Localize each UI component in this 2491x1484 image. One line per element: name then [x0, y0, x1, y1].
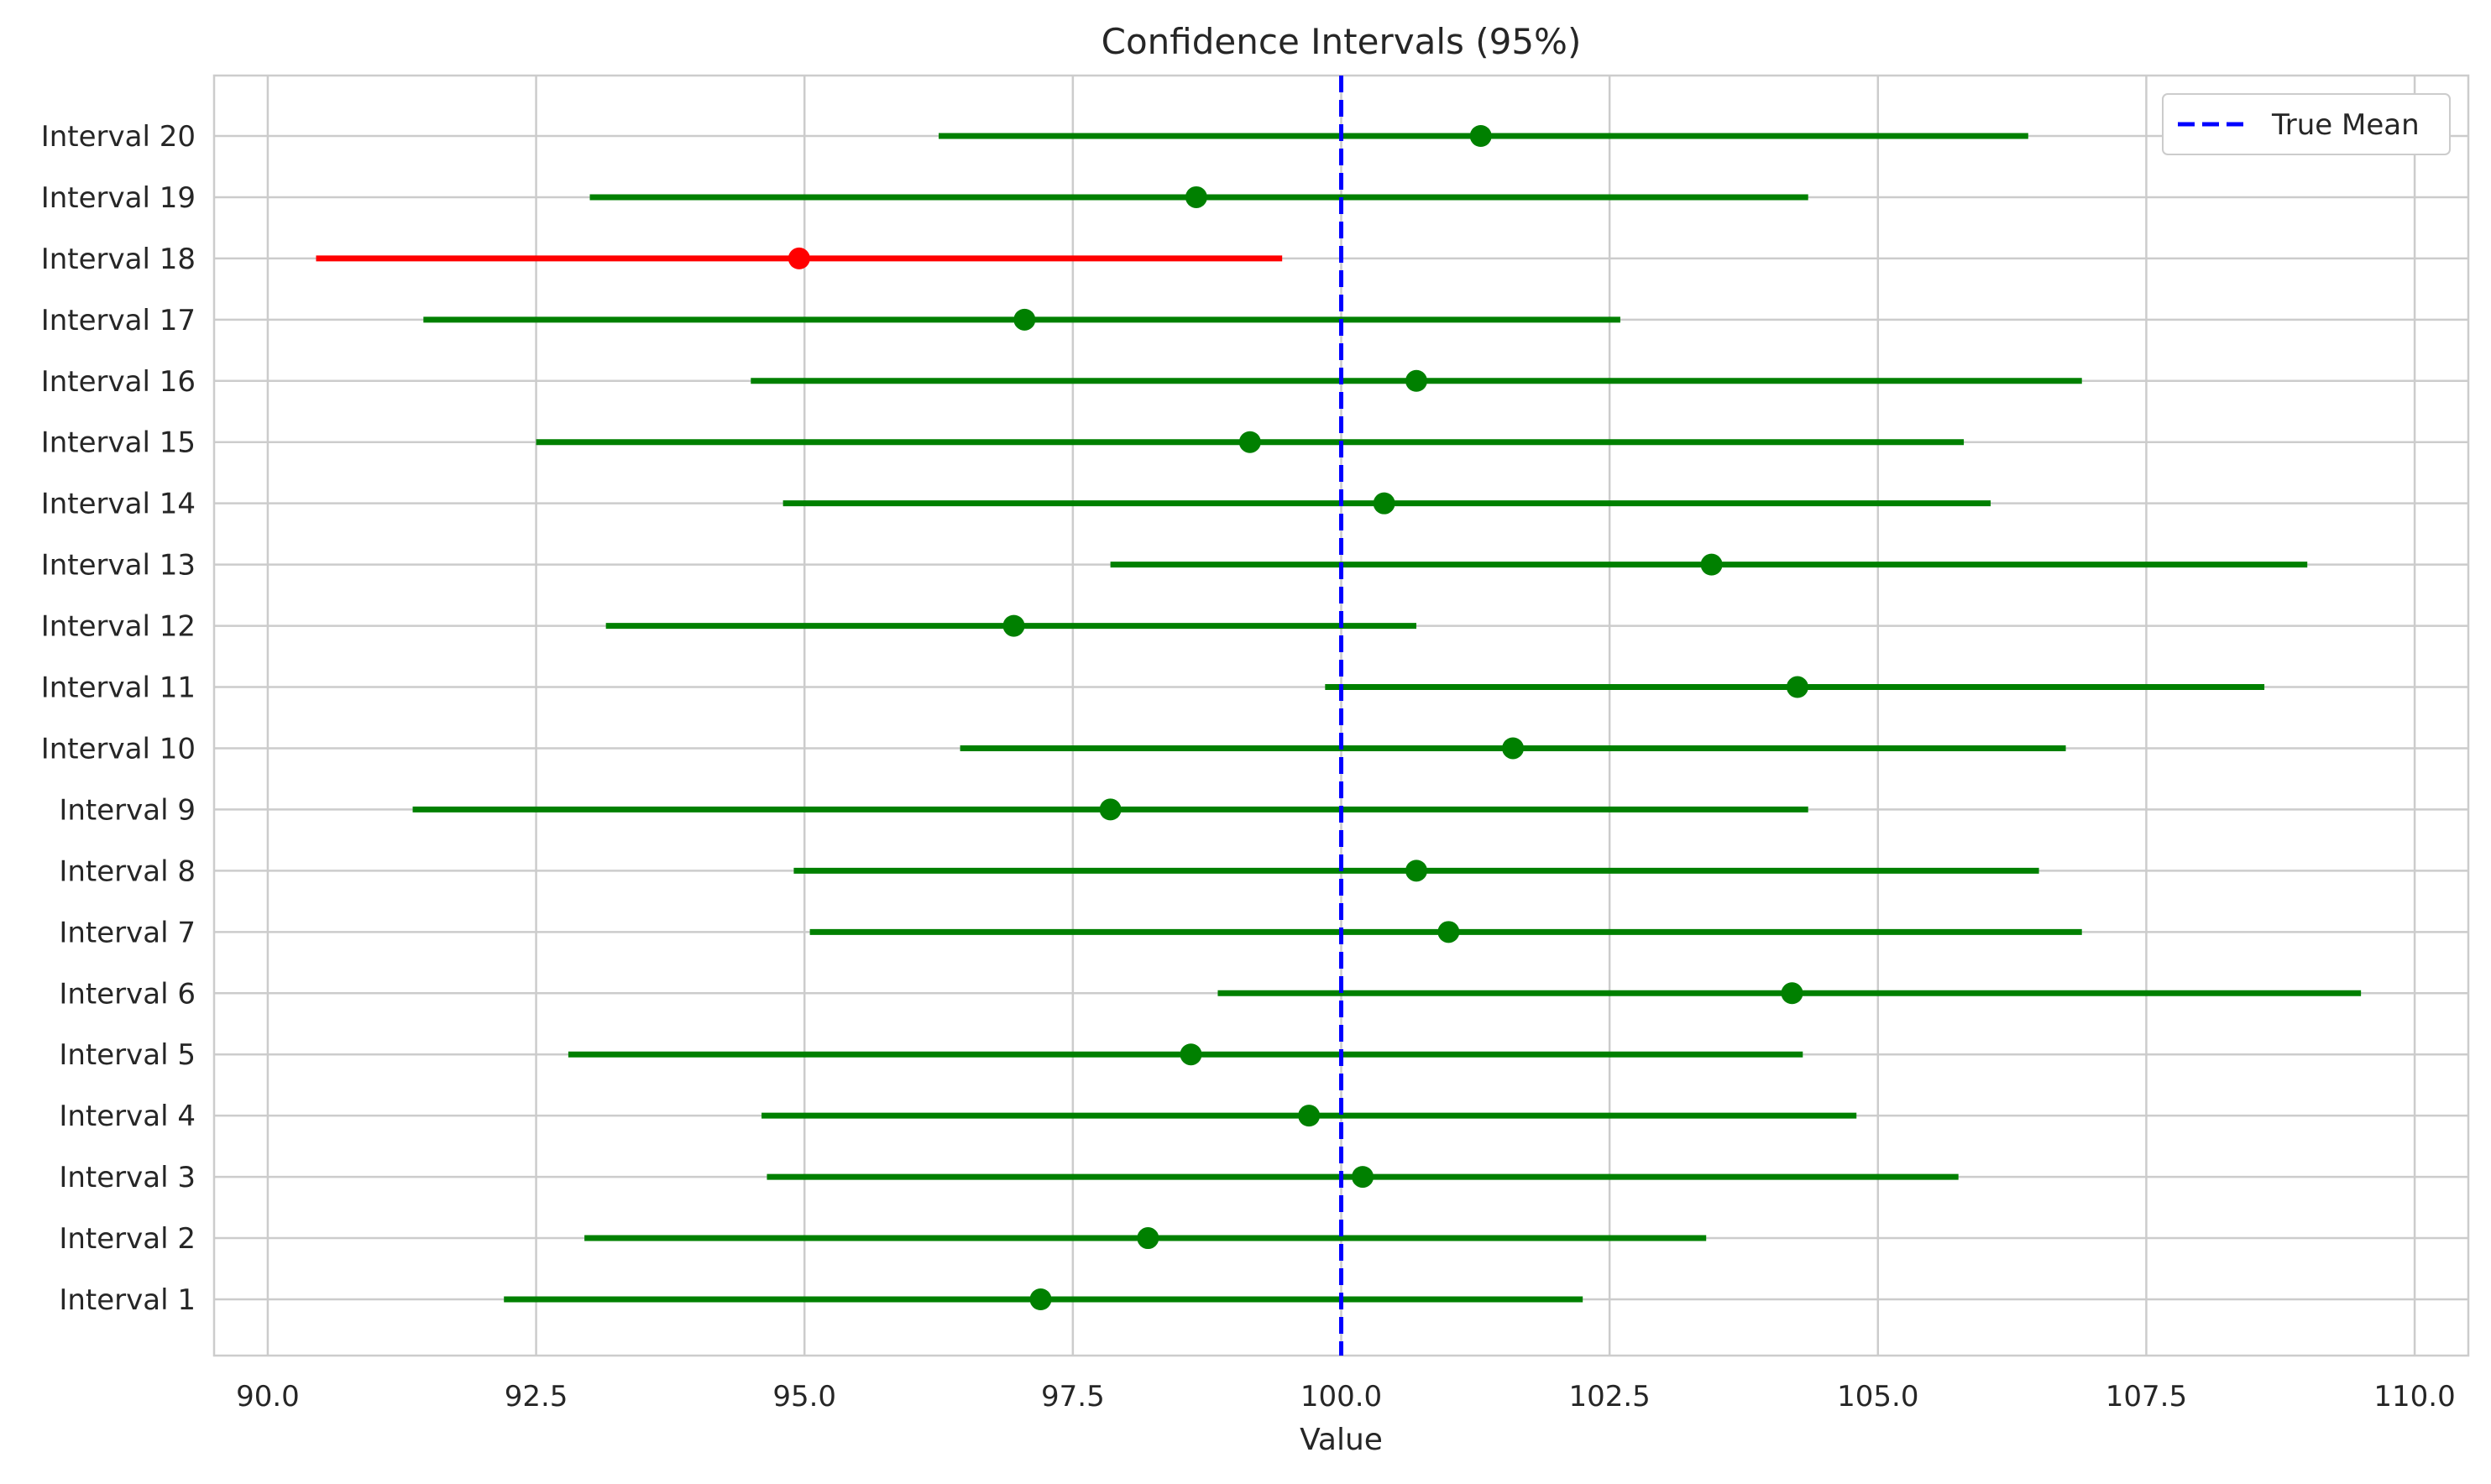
x-axis-ticks: 90.0 92.5 95.0 97.5 100.0 102.5 105.0 107.5 110.… — [236, 1380, 2456, 1413]
y-tick-label: Interval 17 — [41, 304, 196, 337]
x-tick-label: 110.0 — [2373, 1380, 2455, 1413]
interval-mean-point — [1013, 308, 1036, 331]
interval-mean-point — [1373, 492, 1395, 515]
y-tick-label: Interval 2 — [59, 1222, 196, 1256]
x-tick-label: 102.5 — [1568, 1380, 1650, 1413]
mean-points — [788, 125, 1808, 1310]
y-tick-label: Interval 10 — [41, 732, 196, 766]
y-tick-label: Interval 6 — [59, 977, 196, 1011]
y-tick-label: Interval 4 — [59, 1100, 196, 1133]
y-tick-label: Interval 9 — [59, 793, 196, 827]
interval-mean-point — [1700, 553, 1723, 576]
interval-mean-point — [1781, 982, 1803, 1005]
chart-title: Confidence Intervals (95%) — [1102, 21, 1582, 62]
y-tick-label: Interval 15 — [41, 426, 196, 460]
x-tick-label: 90.0 — [236, 1380, 300, 1413]
x-tick-label: 95.0 — [772, 1380, 836, 1413]
y-tick-label: Interval 20 — [41, 120, 196, 154]
y-tick-label: Interval 12 — [41, 610, 196, 644]
interval-mean-point — [1352, 1166, 1374, 1189]
interval-mean-point — [1469, 125, 1492, 147]
x-tick-label: 105.0 — [1837, 1380, 1918, 1413]
y-tick-label: Interval 7 — [59, 916, 196, 949]
x-tick-label: 92.5 — [505, 1380, 568, 1413]
interval-mean-point — [1405, 860, 1427, 882]
x-axis-label: Value — [1300, 1423, 1383, 1457]
legend-true-mean-label: True Mean — [2271, 108, 2420, 142]
x-tick-label: 107.5 — [2106, 1380, 2187, 1413]
y-tick-label: Interval 14 — [41, 488, 196, 521]
y-tick-label: Interval 16 — [41, 365, 196, 399]
x-tick-label: 97.5 — [1041, 1380, 1105, 1413]
interval-mean-point — [1238, 431, 1261, 453]
interval-mean-point — [1298, 1105, 1321, 1127]
y-tick-label: Interval 8 — [59, 854, 196, 888]
y-tick-label: Interval 19 — [41, 181, 196, 215]
legend-box — [2162, 93, 2451, 155]
interval-mean-point — [1180, 1043, 1202, 1066]
y-tick-label: Interval 3 — [59, 1161, 196, 1194]
interval-mean-point — [1002, 614, 1025, 637]
legend: True Mean — [2162, 93, 2451, 155]
x-tick-label: 100.0 — [1300, 1380, 1382, 1413]
y-axis-ticks: Interval 1 Interval 2 Interval 3 Interval 4… — [41, 120, 196, 1317]
y-tick-label: Interval 11 — [41, 671, 196, 705]
interval-mean-point — [1185, 186, 1207, 208]
interval-mean-point — [1405, 369, 1427, 392]
interval-mean-point — [1437, 921, 1460, 943]
interval-mean-point — [1137, 1227, 1159, 1250]
y-tick-label: Interval 5 — [59, 1038, 196, 1072]
interval-mean-point — [1786, 676, 1808, 698]
interval-mean-point — [1029, 1288, 1052, 1310]
interval-mean-point — [1099, 798, 1122, 821]
interval-mean-point — [788, 247, 810, 269]
interval-mean-point — [1502, 737, 1525, 760]
y-tick-label: Interval 13 — [41, 549, 196, 583]
y-tick-label: Interval 1 — [59, 1283, 196, 1317]
y-tick-label: Interval 18 — [41, 243, 196, 276]
